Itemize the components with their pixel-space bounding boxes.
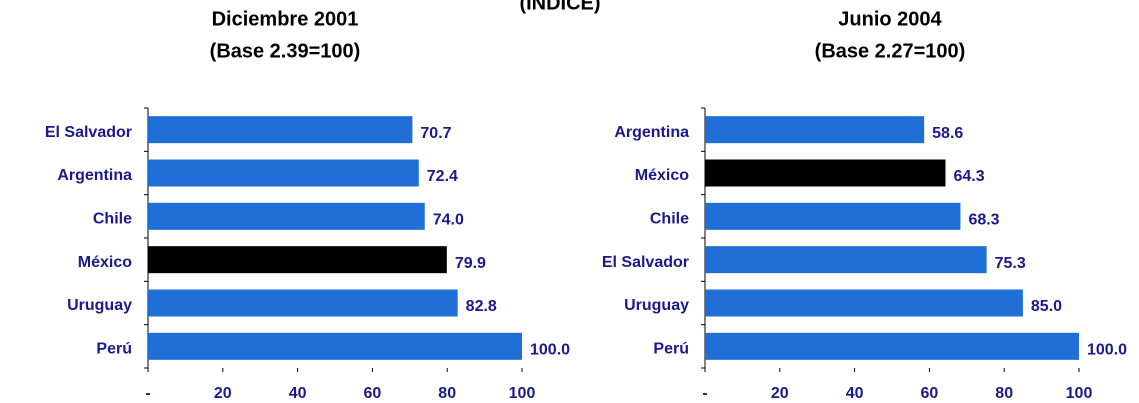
value-label: 68.3: [968, 212, 999, 229]
category-label: México: [635, 167, 689, 184]
page-title: (INDICE): [519, 0, 600, 14]
bar: [705, 202, 961, 230]
category-label: Chile: [93, 211, 132, 228]
value-label: 100.0: [530, 342, 570, 359]
bar: [705, 289, 1023, 317]
value-label: 72.4: [427, 168, 458, 185]
bar: [705, 159, 946, 187]
x-tick-label: 40: [846, 385, 864, 402]
category-label: Uruguay: [624, 297, 689, 314]
bar: [148, 289, 458, 317]
x-tick-label: -: [702, 385, 707, 402]
category-label: Uruguay: [67, 297, 132, 314]
category-label: Argentina: [614, 124, 689, 141]
bar: [705, 116, 925, 144]
value-label: 74.0: [433, 212, 464, 229]
category-label: El Salvador: [45, 124, 132, 141]
value-label: 79.9: [455, 255, 486, 272]
x-tick-label: 20: [214, 385, 232, 402]
x-tick-label: 80: [995, 385, 1013, 402]
value-label: 75.3: [995, 255, 1026, 272]
value-label: 58.6: [932, 125, 963, 142]
x-tick-label: 60: [364, 385, 382, 402]
category-label: Chile: [650, 211, 689, 228]
value-label: 70.7: [420, 125, 451, 142]
category-label: El Salvador: [602, 254, 689, 271]
category-label: Perú: [96, 341, 132, 358]
bar: [705, 246, 987, 274]
bar: [148, 332, 522, 360]
x-tick-label: 80: [438, 385, 456, 402]
chart-subtitle: (Base 2.27=100): [815, 40, 966, 62]
x-tick-label: 100: [509, 385, 536, 402]
value-label: 64.3: [953, 168, 984, 185]
x-tick-label: 40: [289, 385, 307, 402]
value-label: 100.0: [1087, 342, 1127, 359]
x-tick-label: 20: [771, 385, 789, 402]
bar: [148, 202, 425, 230]
chart-title: Diciembre 2001: [212, 8, 359, 30]
bar: [705, 332, 1079, 360]
bar: [148, 159, 419, 187]
value-label: 85.0: [1031, 298, 1062, 315]
category-label: Argentina: [57, 167, 132, 184]
chart-subtitle: (Base 2.39=100): [210, 40, 361, 62]
value-label: 82.8: [466, 298, 497, 315]
category-label: México: [78, 254, 132, 271]
x-tick-label: 100: [1066, 385, 1093, 402]
x-tick-label: 60: [921, 385, 939, 402]
category-label: Perú: [653, 341, 689, 358]
bar: [148, 116, 413, 144]
chart-title: Junio 2004: [838, 8, 942, 30]
bar: [148, 246, 447, 274]
x-tick-label: -: [145, 385, 150, 402]
